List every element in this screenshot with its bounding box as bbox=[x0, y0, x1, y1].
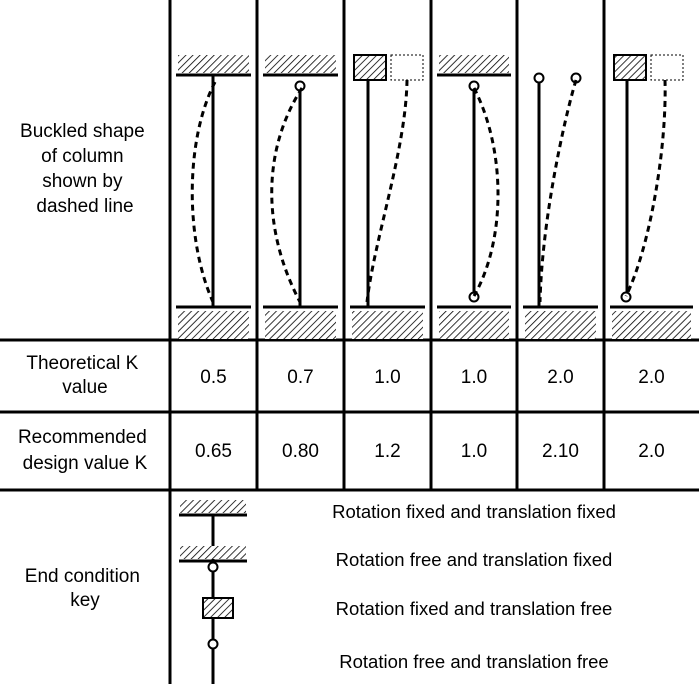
theoretical-k-value: 0.5 bbox=[200, 367, 226, 388]
key-symbol-fixed-fixed bbox=[179, 500, 247, 517]
recommended-k-value: 1.0 bbox=[461, 441, 487, 462]
ground-hatch bbox=[525, 311, 596, 339]
column-case-3 bbox=[350, 54, 425, 339]
ground-hatch bbox=[439, 311, 509, 339]
label-recommended-line-2: design value K bbox=[23, 453, 148, 474]
key-text-1: Rotation fixed and translation fixed bbox=[332, 501, 616, 522]
recommended-k-value: 0.65 bbox=[195, 441, 232, 462]
recommended-k-value: 2.10 bbox=[542, 441, 579, 462]
key-text-4: Rotation free and translation free bbox=[339, 651, 608, 672]
label-theoretical-k: Theoretical K value bbox=[26, 353, 143, 398]
label-end-condition-line-2: key bbox=[70, 590, 100, 611]
hatch-block bbox=[180, 546, 246, 559]
label-buckled-line-4: dashed line bbox=[36, 196, 133, 217]
theoretical-k-value: 1.0 bbox=[374, 367, 400, 388]
label-recommended-k: Recommended design value K bbox=[18, 427, 152, 474]
buckled-shape-curve bbox=[472, 87, 500, 297]
key-text-2: Rotation free and translation fixed bbox=[336, 549, 613, 570]
theoretical-k-value: 1.0 bbox=[461, 367, 487, 388]
ceiling-hatch bbox=[439, 55, 509, 73]
top-free-pin bbox=[533, 72, 545, 84]
label-theoretical-line-1: Theoretical K bbox=[26, 353, 138, 374]
recommended-k-value: 0.80 bbox=[282, 441, 319, 462]
theoretical-k-value: 0.7 bbox=[287, 367, 313, 388]
ceiling-hatch bbox=[178, 55, 249, 73]
label-buckled-line-1: Buckled shape bbox=[20, 121, 145, 142]
label-buckled-line-3: shown by bbox=[42, 171, 123, 192]
top-displaced-block bbox=[390, 54, 424, 81]
label-buckled-shape: Buckled shape of column shown by dashed … bbox=[20, 121, 150, 217]
hatch-block bbox=[180, 500, 246, 513]
recommended-k-value: 2.0 bbox=[638, 441, 664, 462]
label-end-condition-line-1: End condition bbox=[25, 566, 140, 587]
top-sliding-block bbox=[353, 54, 387, 81]
label-recommended-line-1: Recommended bbox=[18, 427, 147, 448]
buckled-shape-curve bbox=[538, 79, 578, 303]
label-buckled-line-2: of column bbox=[41, 146, 123, 167]
column-case-6 bbox=[610, 54, 693, 339]
key-symbol-free-free bbox=[207, 638, 219, 650]
pin-circle bbox=[207, 561, 219, 573]
key-symbol-fixed-free bbox=[202, 597, 234, 619]
theoretical-k-value: 2.0 bbox=[638, 367, 664, 388]
buckled-shape-curve bbox=[190, 81, 217, 303]
key-text-3: Rotation fixed and translation free bbox=[336, 598, 613, 619]
top-displaced-block bbox=[650, 54, 684, 81]
buckled-shape-curve bbox=[365, 79, 409, 303]
ground-hatch bbox=[612, 311, 691, 339]
pin-circle bbox=[207, 638, 219, 650]
label-theoretical-line-2: value bbox=[62, 377, 107, 398]
column-case-4 bbox=[437, 55, 511, 339]
ceiling-hatch bbox=[265, 55, 336, 73]
key-symbol-free-fixed bbox=[179, 546, 247, 573]
column-case-5 bbox=[523, 72, 598, 339]
buckled-shape-curve bbox=[624, 79, 667, 297]
buckled-columns bbox=[176, 54, 693, 339]
ground-hatch bbox=[178, 311, 249, 339]
k-values: 0.5 0.65 0.7 0.80 1.0 1.2 1.0 1.0 2.0 2.10 2.0 2.0 bbox=[195, 367, 665, 462]
ground-hatch bbox=[352, 311, 423, 339]
end-condition-key: Rotation fixed and translation fixed Rot… bbox=[179, 500, 616, 684]
column-case-2 bbox=[263, 55, 338, 339]
theoretical-k-value: 2.0 bbox=[547, 367, 573, 388]
buckled-shape-curve bbox=[270, 87, 304, 303]
label-end-condition-key: End condition key bbox=[25, 566, 145, 611]
hatch-box bbox=[202, 597, 234, 619]
top-sliding-block bbox=[613, 54, 647, 81]
column-case-1 bbox=[176, 55, 251, 339]
ground-hatch bbox=[265, 311, 336, 339]
recommended-k-value: 1.2 bbox=[374, 441, 400, 462]
bottom-pin bbox=[620, 291, 632, 303]
